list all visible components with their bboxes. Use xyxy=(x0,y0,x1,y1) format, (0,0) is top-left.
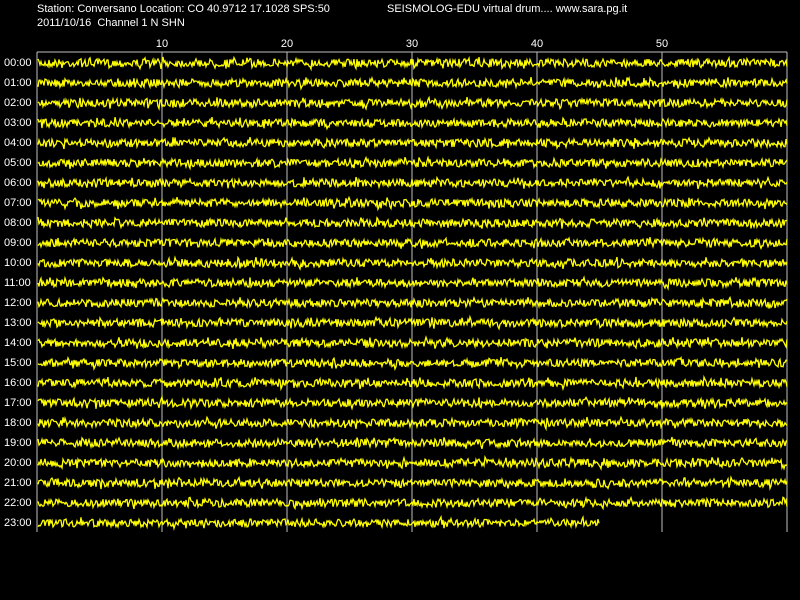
row-label: 20:00 xyxy=(4,457,32,469)
trace xyxy=(37,95,788,112)
row-label: 08:00 xyxy=(4,217,32,229)
row-label: 17:00 xyxy=(4,397,32,409)
trace xyxy=(37,175,788,190)
x-tick-label: 30 xyxy=(406,38,418,50)
row-label: 03:00 xyxy=(4,117,32,129)
trace xyxy=(37,335,788,350)
trace xyxy=(37,295,788,310)
x-tick-label: 50 xyxy=(656,38,668,50)
trace xyxy=(37,275,788,291)
trace xyxy=(37,236,788,251)
trace xyxy=(37,195,788,212)
row-label: 14:00 xyxy=(4,337,32,349)
row-label: 10:00 xyxy=(4,257,32,269)
trace xyxy=(37,394,788,411)
chart-caption: 2011/10/16 Channel 1 N SHN xyxy=(37,17,185,29)
row-label: 23:00 xyxy=(4,517,32,529)
x-tick-label: 10 xyxy=(156,38,168,50)
chart-title: Station: Conversano Location: CO 40.9712… xyxy=(37,3,330,15)
row-label: 01:00 xyxy=(4,77,32,89)
row-label: 19:00 xyxy=(4,437,32,449)
chart-subtitle: SEISMOLOG-EDU virtual drum.... www.sara.… xyxy=(387,3,627,15)
row-label: 18:00 xyxy=(4,417,32,429)
trace xyxy=(37,155,788,171)
trace xyxy=(37,415,788,432)
trace xyxy=(37,55,788,72)
row-label: 21:00 xyxy=(4,477,32,489)
row-label: 11:00 xyxy=(4,277,31,289)
trace xyxy=(37,436,788,451)
trace xyxy=(37,374,788,392)
row-label: 16:00 xyxy=(4,377,32,389)
row-label: 13:00 xyxy=(4,317,32,329)
trace xyxy=(37,314,788,331)
row-label: 05:00 xyxy=(4,157,32,169)
row-label: 02:00 xyxy=(4,97,32,109)
trace xyxy=(37,495,788,511)
row-label: 12:00 xyxy=(4,297,32,309)
row-label: 09:00 xyxy=(4,237,32,249)
row-label: 07:00 xyxy=(4,197,32,209)
trace xyxy=(37,514,600,531)
row-label: 00:00 xyxy=(4,57,32,69)
trace xyxy=(37,136,788,150)
trace xyxy=(37,216,788,230)
x-tick-label: 40 xyxy=(531,38,543,50)
trace xyxy=(37,355,788,372)
trace xyxy=(37,475,788,491)
trace xyxy=(37,116,788,131)
row-label: 15:00 xyxy=(4,357,32,369)
row-label: 06:00 xyxy=(4,177,32,189)
row-label: 22:00 xyxy=(4,497,32,509)
trace xyxy=(37,255,788,271)
row-label: 04:00 xyxy=(4,137,32,149)
trace xyxy=(37,75,788,91)
x-tick-label: 20 xyxy=(281,38,293,50)
trace xyxy=(37,455,788,471)
